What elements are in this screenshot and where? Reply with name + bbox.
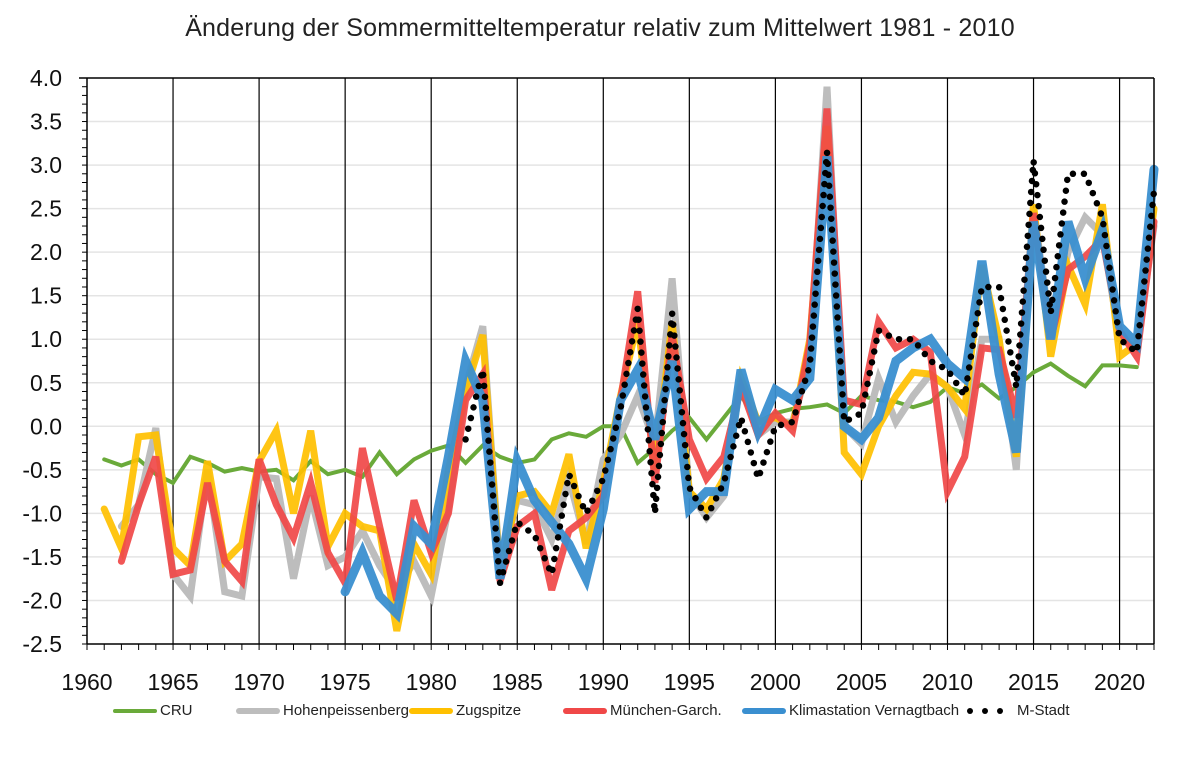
legend-label: Klimastation Vernagtbach xyxy=(789,702,960,719)
x-tick-label: 1975 xyxy=(320,669,371,695)
series-m-stadt xyxy=(462,148,1158,587)
legend-label: München-Garch. xyxy=(610,702,722,719)
x-tick-label: 2000 xyxy=(750,669,801,695)
x-tick-label: 1995 xyxy=(664,669,715,695)
legend-item: Klimastation Vernagtbach xyxy=(742,702,959,719)
legend-dot xyxy=(997,707,1003,714)
legend-swatch xyxy=(113,708,157,713)
legend-dot xyxy=(967,707,973,714)
x-tick-label: 1965 xyxy=(147,669,198,695)
series-line xyxy=(117,108,1158,602)
legend-item: CRU xyxy=(113,702,193,719)
plot-area: 4.0 3.5 3.0 2.5 2.0 1.5 1.0 0.5 0.0 -0.5 -1.0 -1.5 -… xyxy=(22,65,1159,695)
series-layer xyxy=(100,86,1159,632)
legend-swatch xyxy=(563,707,607,714)
y-tick-label: 1.5 xyxy=(30,283,62,309)
series-line xyxy=(340,156,1159,623)
x-tick-label: 2020 xyxy=(1094,669,1145,695)
series-line xyxy=(462,148,1158,587)
x-tick-label: 1970 xyxy=(234,669,285,695)
x-tick-label: 2015 xyxy=(1008,669,1059,695)
series-line xyxy=(117,86,1158,607)
y-tick-label: -1.5 xyxy=(22,544,62,570)
axes xyxy=(79,77,1155,650)
legend-swatch xyxy=(963,707,1007,714)
legend-dot xyxy=(982,707,988,714)
y-tick-label: -1.0 xyxy=(22,500,62,526)
series-m-nchen-garch- xyxy=(117,108,1158,602)
chart-title: Änderung der Sommermitteltemperatur rela… xyxy=(185,14,1015,42)
legend-swatch xyxy=(236,707,280,714)
legend-swatch xyxy=(742,707,786,714)
y-tick-label: 4.0 xyxy=(30,65,62,91)
legend-label: Zugspitze xyxy=(456,702,522,719)
y-tick-label: -2.0 xyxy=(22,587,62,613)
x-tick-label: 2005 xyxy=(836,669,887,695)
tick-labels: 4.0 3.5 3.0 2.5 2.0 1.5 1.0 0.5 0.0 -0.5 -1.0 -1.5 -… xyxy=(22,65,1145,695)
legend-item: München-Garch. xyxy=(563,702,722,719)
x-tick-label: 1990 xyxy=(578,669,629,695)
x-tick-label: 2010 xyxy=(922,669,973,695)
x-tick-label: 1980 xyxy=(406,669,457,695)
legend-item: M-Stadt xyxy=(963,702,1070,719)
legend-swatch xyxy=(409,707,453,714)
series-hohenpeissenberg xyxy=(117,86,1158,607)
legend-item: Hohenpeissenberg xyxy=(236,702,409,719)
x-tick-label: 1960 xyxy=(61,669,112,695)
legend-item: Zugspitze xyxy=(409,702,521,719)
y-tick-label: 1.0 xyxy=(30,326,62,352)
y-tick-label: 2.5 xyxy=(30,196,62,222)
series-klimastation-vernagtbach xyxy=(340,156,1159,623)
legend: CRU Hohenpeissenberg Zugspitze München-Garc… xyxy=(0,702,1200,726)
y-tick-label: -2.5 xyxy=(22,631,62,657)
y-tick-label: 3.0 xyxy=(30,152,62,178)
y-tick-label: 0.0 xyxy=(30,413,62,439)
legend-label: M-Stadt xyxy=(1017,702,1070,719)
x-tick-label: 1985 xyxy=(492,669,543,695)
y-tick-label: -0.5 xyxy=(22,457,62,483)
y-tick-label: 2.0 xyxy=(30,239,62,265)
y-tick-label: 3.5 xyxy=(30,109,62,135)
legend-label: Hohenpeissenberg xyxy=(283,702,409,719)
legend-label: CRU xyxy=(160,702,193,719)
y-tick-label: 0.5 xyxy=(30,370,62,396)
